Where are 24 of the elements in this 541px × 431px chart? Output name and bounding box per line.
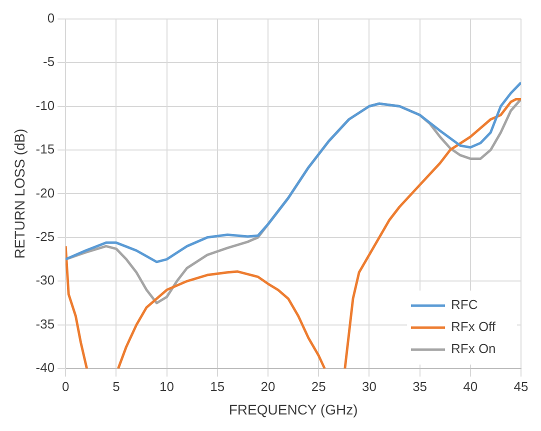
legend-label: RFx On (451, 341, 496, 356)
x-tick-label: 35 (412, 378, 428, 394)
y-tick-label: -40 (36, 360, 55, 376)
x-tick-label: 30 (362, 378, 376, 394)
y-tick-label: 0 (47, 10, 55, 26)
y-tick-label: -20 (36, 185, 55, 200)
legend-label: RFC (451, 297, 478, 312)
x-axis-title: FREQUENCY (GHz) (228, 401, 358, 418)
y-tick-label: -5 (43, 54, 55, 70)
x-tick-label: 10 (160, 378, 174, 394)
x-tick-label: 5 (112, 378, 120, 394)
y-axis-title: RETURN LOSS (dB) (11, 128, 28, 259)
y-tick-label: -15 (36, 142, 55, 157)
y-tick-label: -35 (36, 316, 55, 332)
x-tick-label: 40 (463, 378, 478, 394)
legend-label: RFx Off (451, 319, 496, 334)
y-tick-label: -10 (36, 98, 55, 113)
y-tick-label: -30 (36, 272, 55, 288)
x-tick-label: 25 (311, 378, 326, 394)
y-tick-label: -25 (36, 229, 55, 244)
x-tick-label: 15 (210, 378, 225, 394)
x-tick-label: 20 (260, 378, 276, 394)
x-tick-label: 0 (62, 378, 70, 394)
x-tick-label: 45 (514, 378, 528, 394)
